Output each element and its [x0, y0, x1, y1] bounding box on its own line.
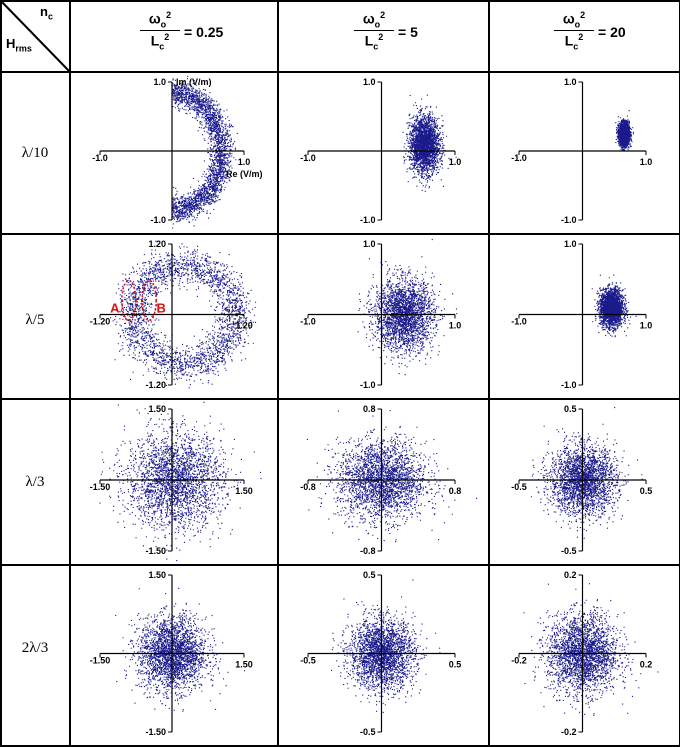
- column-header-0: ωo2 Lc2 = 0.25: [140, 4, 340, 66]
- column-header-2: ωo2 Lc2 = 20: [554, 4, 680, 66]
- tick-label-x-left: -1.50: [90, 482, 111, 492]
- tick-label-y-bottom: -1.0: [360, 215, 376, 225]
- tick-label-x-left: -0.8: [300, 482, 316, 492]
- tick-label-x-right: 0.8: [449, 486, 462, 496]
- tick-label-y-bottom: -0.2: [561, 727, 577, 737]
- tick-label-y-bottom: -1.50: [145, 546, 166, 556]
- annotation-label: B: [157, 301, 166, 316]
- scatter-points: [523, 583, 659, 716]
- tick-label-y-top: 0.8: [363, 404, 376, 414]
- tick-label-y-bottom: -0.5: [561, 546, 577, 556]
- tick-label-y-top: 1.0: [564, 239, 577, 249]
- row-label-1: λ/5: [25, 312, 45, 328]
- tick-label-y-bottom: -1.0: [150, 215, 166, 225]
- tick-label-y-top: 1.0: [564, 77, 577, 87]
- tick-label-x-right: 1.0: [238, 157, 251, 167]
- tick-label-x-right: 1.0: [449, 321, 462, 331]
- tick-label-y-top: 1.0: [363, 239, 376, 249]
- row-label-0: λ/10: [21, 145, 49, 161]
- scatter-points: [530, 407, 643, 539]
- tick-label-y-bottom: -0.8: [360, 546, 376, 556]
- scatter-points: [110, 240, 257, 389]
- tick-label-x-left: -1.0: [511, 153, 527, 163]
- tick-label-x-left: -0.5: [300, 656, 316, 666]
- tick-label-x-right: 1.50: [235, 486, 253, 496]
- annotation-label: A: [110, 301, 120, 316]
- tick-label-x-left: -0.5: [511, 482, 527, 492]
- tick-label-y-bottom: -1.50: [145, 727, 166, 737]
- y-axis-label: Im (V/m): [176, 77, 212, 87]
- annotation-ellipse: [141, 279, 157, 322]
- tick-label-x-right: 0.2: [640, 660, 653, 670]
- scatter-points: [402, 94, 457, 192]
- tick-label-x-right: 1.50: [235, 660, 253, 670]
- tick-label-y-top: 1.0: [363, 77, 376, 87]
- tick-label-y-bottom: -1.20: [145, 380, 166, 390]
- tick-label-y-top: 0.5: [363, 570, 376, 580]
- tick-label-y-top: 1.50: [148, 570, 166, 580]
- row-label-2: λ/3: [25, 474, 45, 490]
- tick-label-y-top: 0.2: [564, 570, 577, 580]
- tick-label-x-right: 1.20: [235, 321, 253, 331]
- scatter-points: [115, 587, 246, 712]
- scatter-points: [331, 579, 441, 713]
- tick-label-x-left: -1.0: [300, 153, 316, 163]
- column-header-1: ωo2 Lc2 = 5: [354, 4, 554, 66]
- tick-label-y-bottom: -0.5: [360, 727, 376, 737]
- tick-label-y-top: 0.5: [564, 404, 577, 414]
- scatter-points: [591, 274, 637, 338]
- annotation-ellipse: [121, 279, 137, 322]
- tick-label-y-bottom: -1.0: [561, 215, 577, 225]
- x-axis-label: Re (V/m): [226, 169, 263, 179]
- tick-label-x-left: -1.20: [90, 317, 111, 327]
- scatter-points: [172, 75, 238, 229]
- scatter-points: [357, 239, 458, 376]
- corner-hrms-label: Hrms: [6, 36, 32, 54]
- tick-label-x-left: -1.0: [511, 317, 527, 327]
- tick-label-x-left: -1.0: [300, 317, 316, 327]
- tick-label-x-right: 1.0: [640, 157, 653, 167]
- scatter-points: [615, 110, 634, 152]
- row-label-3: 2λ/3: [21, 640, 49, 656]
- tick-label-x-left: -0.2: [511, 656, 527, 666]
- tick-label-x-right: 0.5: [449, 660, 462, 670]
- scatter-points: [306, 410, 478, 543]
- corner-nc-label: nc: [40, 4, 53, 22]
- tick-label-x-left: -1.0: [92, 153, 108, 163]
- tick-label-y-top: 1.20: [148, 239, 166, 249]
- tick-label-x-right: 0.5: [640, 486, 653, 496]
- tick-label-x-left: -1.50: [90, 656, 111, 666]
- scatter-points: [99, 401, 262, 562]
- tick-label-x-right: 1.0: [640, 321, 653, 331]
- corner-diagonal: [0, 0, 71, 73]
- tick-label-y-top: 1.0: [153, 77, 166, 87]
- tick-label-y-bottom: -1.0: [360, 380, 376, 390]
- tick-label-x-right: 1.0: [449, 157, 462, 167]
- tick-label-y-bottom: -1.0: [561, 380, 577, 390]
- tick-label-y-top: 1.50: [148, 404, 166, 414]
